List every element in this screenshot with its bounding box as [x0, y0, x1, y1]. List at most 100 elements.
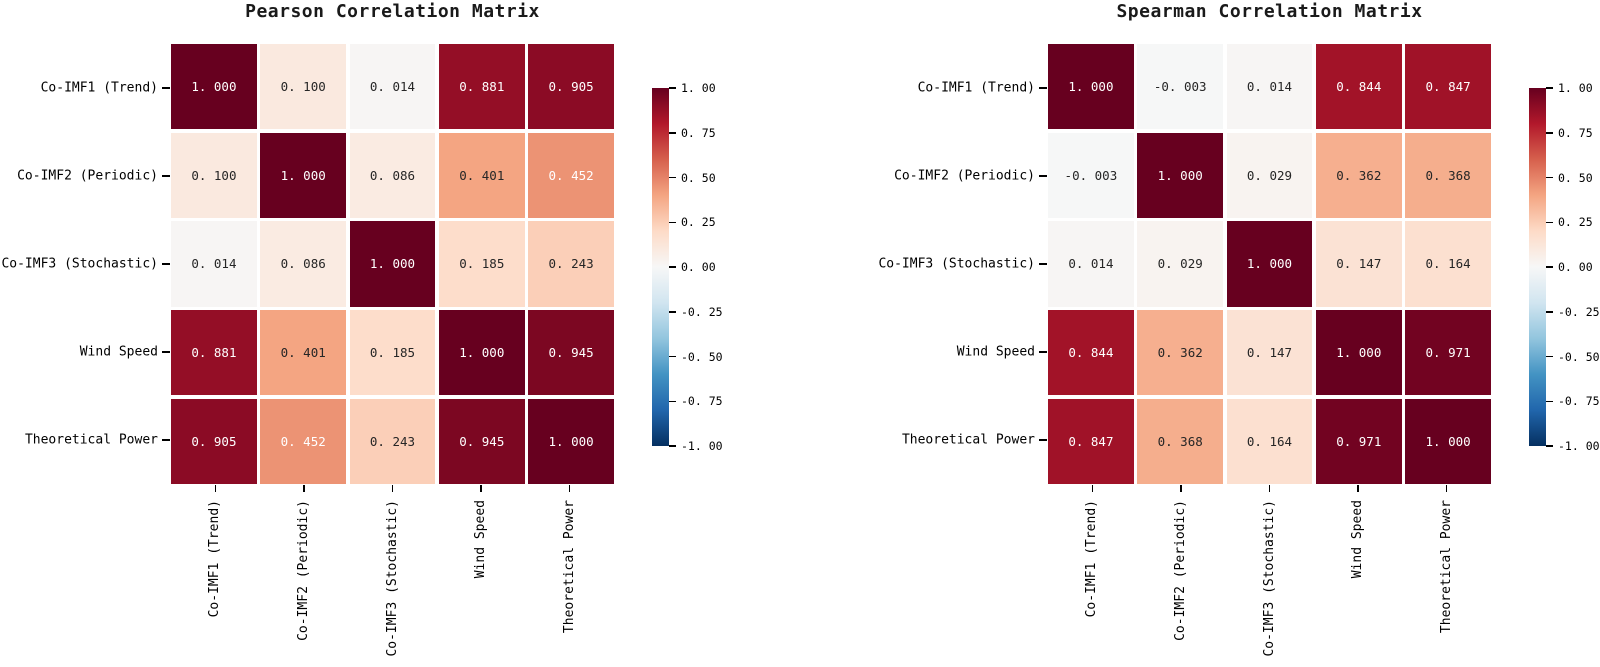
- heatmap-cell: 1. 000: [349, 221, 436, 307]
- cell-value: 0. 029: [1157, 256, 1203, 272]
- heatmap-cell: 0. 243: [528, 221, 614, 307]
- cell-value: 0. 100: [280, 79, 326, 95]
- heatmap-cell: -0. 003: [1137, 44, 1224, 130]
- heatmap-cell: 0. 086: [260, 221, 347, 307]
- x-tick-mark: [214, 485, 217, 492]
- cell-value: 0. 086: [280, 256, 326, 272]
- cell-value: 0. 905: [191, 433, 237, 449]
- cell-value: 0. 029: [1246, 167, 1293, 183]
- heatmap-cell: 0. 401: [260, 310, 347, 396]
- cell-value: 0. 847: [1425, 79, 1471, 95]
- cell-value: -0. 003: [1153, 79, 1207, 95]
- cell-value: 0. 086: [369, 167, 416, 183]
- cell-value: 0. 844: [1068, 345, 1114, 361]
- colorbar-tick-mark: [669, 266, 676, 268]
- cell-value: 0. 844: [1336, 79, 1382, 95]
- cell-value: 1. 000: [1336, 345, 1382, 361]
- y-tick-label: Theoretical Power: [24, 432, 158, 448]
- colorbar-tick-label: -1. 00: [681, 439, 723, 453]
- colorbar-gradient: [652, 88, 669, 446]
- x-tick-label: Co-IMF2 (Periodic): [1172, 500, 1188, 641]
- y-tick-mark: [1039, 87, 1047, 89]
- cell-value: 0. 147: [1246, 345, 1293, 361]
- cell-value: 0. 945: [548, 345, 594, 361]
- heatmap-cell: 0. 905: [528, 44, 614, 130]
- cell-value: 0. 362: [1157, 345, 1203, 361]
- cell-value: 0. 401: [280, 345, 326, 361]
- cell-value: 0. 452: [280, 433, 326, 449]
- heatmap-cell: 0. 971: [1405, 310, 1491, 396]
- colorbar-tick-mark: [1546, 445, 1553, 447]
- colorbar-tick-mark: [669, 176, 676, 179]
- cell-value: 0. 368: [1157, 433, 1203, 449]
- colorbar-tick-mark: [669, 132, 676, 134]
- heatmap-cell: 0. 881: [171, 310, 257, 396]
- y-tick-label: Co-IMF1 (Trend): [40, 80, 158, 96]
- x-tick-mark: [1180, 485, 1182, 492]
- cell-value: 0. 147: [1336, 256, 1382, 272]
- y-tick-mark: [1039, 175, 1047, 177]
- x-tick-label: Wind Speed: [1350, 500, 1366, 579]
- colorbar-tick-mark: [669, 311, 676, 313]
- x-tick-mark: [480, 485, 482, 492]
- heatmap-cell: 1. 000: [1405, 398, 1491, 484]
- heatmap-cell: 0. 847: [1048, 398, 1134, 484]
- colorbar-tick-mark: [1546, 132, 1553, 134]
- cell-value: 1. 000: [1157, 167, 1203, 183]
- x-tick-mark: [568, 485, 571, 492]
- page-title: Pearson Correlation Matrix: [245, 1, 540, 22]
- cell-value: 0. 100: [191, 167, 237, 183]
- colorbar-tick-label: 0. 75: [681, 125, 716, 140]
- x-tick-mark: [391, 485, 394, 492]
- heatmap-cell: 0. 401: [438, 132, 525, 218]
- cell-value: 0. 362: [1336, 167, 1382, 183]
- colorbar-tick-label: -0. 25: [681, 304, 723, 319]
- x-tick-label: Wind Speed: [473, 500, 489, 579]
- heatmap-cell: 0. 905: [171, 398, 257, 484]
- heatmap-cell: 1. 000: [260, 132, 347, 218]
- cell-value: -0. 003: [1064, 167, 1118, 183]
- cell-value: 0. 881: [459, 79, 505, 95]
- cell-value: 0. 243: [369, 433, 416, 449]
- colorbar-gradient: [1529, 88, 1546, 446]
- cell-value: 0. 185: [459, 256, 505, 272]
- colorbar-tick-mark: [669, 355, 676, 358]
- cell-value: 0. 368: [1425, 167, 1471, 183]
- y-tick-label: Co-IMF2 (Periodic): [894, 168, 1035, 184]
- heatmap-cell: 0. 014: [171, 221, 257, 307]
- heatmap-cell: 0. 847: [1405, 44, 1491, 130]
- x-tick-label: Co-IMF1 (Trend): [207, 500, 223, 618]
- heatmap-cell: 0. 844: [1048, 310, 1134, 396]
- cell-value: 0. 014: [369, 79, 416, 95]
- cell-value: 0. 164: [1246, 433, 1293, 449]
- y-tick-label: Co-IMF2 (Periodic): [17, 168, 158, 184]
- y-tick-label: Co-IMF1 (Trend): [917, 80, 1035, 96]
- cell-value: 0. 945: [459, 433, 505, 449]
- cell-value: 0. 401: [459, 167, 505, 183]
- colorbar-tick-label: 1. 00: [681, 81, 716, 95]
- heatmap-cell: 0. 029: [1226, 132, 1313, 218]
- colorbar-tick-label: 0. 00: [681, 260, 716, 274]
- x-tick-label: Theoretical Power: [561, 500, 577, 634]
- cell-value: 1. 000: [459, 345, 505, 361]
- heatmap-cell: 0. 945: [438, 398, 525, 484]
- heatmap-cell: 0. 185: [438, 221, 525, 307]
- colorbar-tick-mark: [669, 87, 676, 89]
- colorbar-tick-mark: [1546, 176, 1553, 179]
- heatmap-cell: 1. 000: [1048, 44, 1134, 130]
- heatmap-cell: 0. 100: [260, 44, 347, 130]
- y-tick-mark: [162, 175, 170, 177]
- colorbar-tick-mark: [1546, 355, 1553, 358]
- heatmap-cell: 0. 362: [1137, 310, 1224, 396]
- colorbar-tick-mark: [669, 445, 676, 447]
- colorbar-tick-mark: [1546, 311, 1553, 313]
- cell-value: 0. 164: [1425, 256, 1471, 272]
- y-tick-mark: [162, 87, 170, 89]
- colorbar-tick-label: 0. 25: [681, 215, 716, 230]
- cell-value: 1. 000: [280, 167, 326, 183]
- colorbar-tick-label: -0. 50: [681, 349, 723, 364]
- heatmap-cell: 1. 000: [438, 310, 525, 396]
- page-title: Spearman Correlation Matrix: [1116, 1, 1423, 22]
- heatmap-cell: 1. 000: [1226, 221, 1313, 307]
- heatmap-cell: 0. 971: [1315, 398, 1402, 484]
